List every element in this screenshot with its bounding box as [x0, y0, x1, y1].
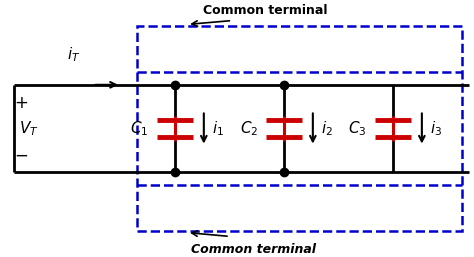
- Text: $i_1$: $i_1$: [212, 119, 224, 138]
- Text: Common terminal: Common terminal: [191, 243, 316, 256]
- Text: $+$: $+$: [14, 94, 28, 112]
- Text: $\boldsymbol{i_T}$: $\boldsymbol{i_T}$: [67, 45, 80, 64]
- Text: $-$: $-$: [14, 145, 28, 163]
- Text: $C_3$: $C_3$: [348, 119, 367, 138]
- Text: $i_3$: $i_3$: [430, 119, 443, 138]
- Text: $C_1$: $C_1$: [130, 119, 149, 138]
- Text: $\boldsymbol{V_T}$: $\boldsymbol{V_T}$: [18, 119, 38, 138]
- Text: $C_2$: $C_2$: [239, 119, 258, 138]
- Text: $i_2$: $i_2$: [321, 119, 333, 138]
- Text: Common terminal: Common terminal: [203, 4, 328, 17]
